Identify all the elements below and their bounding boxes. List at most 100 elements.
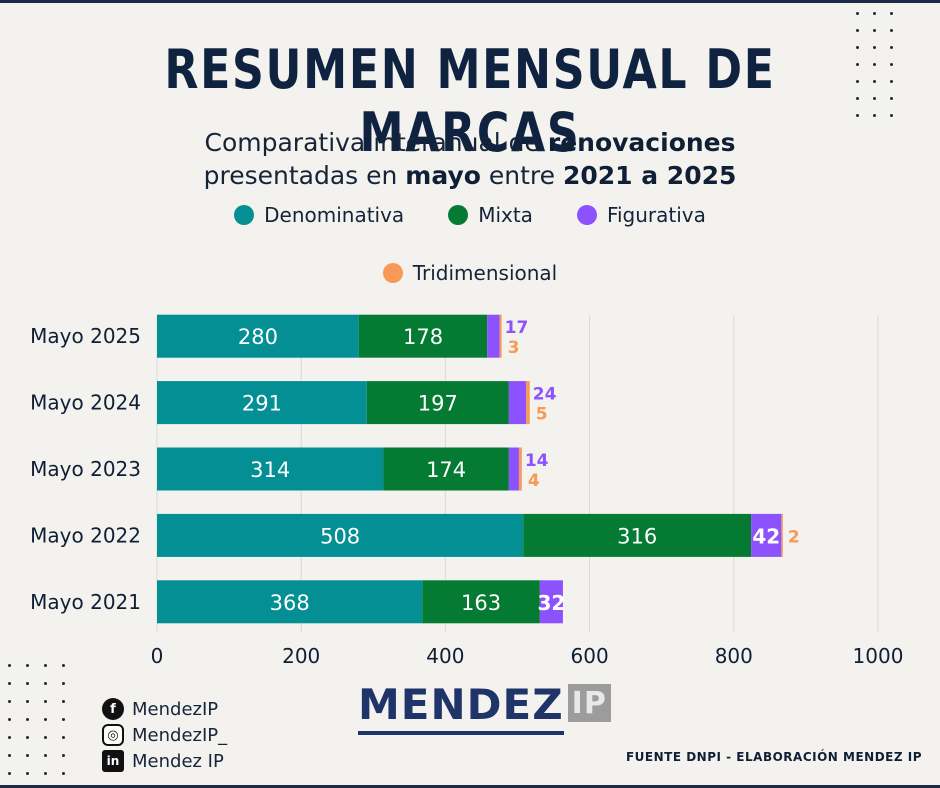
decorative-dot	[8, 736, 11, 739]
decorative-dot	[873, 80, 876, 83]
mendez-ip-logo: MENDEZ IP	[358, 680, 611, 735]
top-border	[0, 0, 940, 3]
social-facebook[interactable]: f MendezIP	[102, 696, 227, 722]
decorative-dot	[856, 97, 859, 100]
data-label: 17	[505, 318, 529, 338]
decorative-dot	[890, 63, 893, 66]
x-tick-label: 600	[571, 644, 609, 668]
decorative-dot	[890, 114, 893, 117]
y-category-label: Mayo 2025	[30, 324, 141, 348]
decorative-dot	[8, 682, 11, 685]
decorative-dot	[26, 736, 29, 739]
social-label: MendezIP	[132, 698, 219, 720]
x-tick-label: 1000	[853, 644, 904, 668]
data-label: 316	[617, 524, 657, 548]
decorative-dot	[873, 12, 876, 15]
legend-swatch-figurativa	[576, 205, 597, 225]
data-label: 291	[242, 392, 282, 416]
bar-segment-figurativa	[751, 513, 782, 557]
decorative-dot	[62, 772, 65, 775]
data-label: 163	[461, 591, 501, 615]
legend-item: Tridimensional	[382, 261, 558, 285]
decorative-dot	[856, 46, 859, 49]
bar-segment-denominativa	[157, 513, 524, 557]
decorative-dot	[26, 664, 29, 667]
decorative-dot	[8, 754, 11, 757]
bar-segment-mixta	[422, 580, 540, 624]
x-tick-label: 200	[282, 644, 320, 668]
data-label: 32	[537, 591, 565, 615]
decorative-dot	[26, 718, 29, 721]
legend-item: Mixta	[448, 203, 533, 227]
data-label: 3	[508, 338, 520, 358]
subtitle-text: presentadas en	[203, 161, 406, 190]
data-label: 42	[752, 524, 780, 548]
bar-segment-mixta	[358, 314, 488, 358]
decorative-dot	[62, 754, 65, 757]
decorative-dot	[44, 754, 47, 757]
social-label: MendezIP_	[132, 724, 228, 746]
subtitle-text: entre	[480, 161, 563, 190]
decorative-dot	[890, 12, 893, 15]
legend-item: Denominativa	[234, 203, 404, 227]
social-linkedin[interactable]: in Mendez IP	[102, 748, 227, 774]
page-title: RESUMEN MENSUAL DE MARCAS	[164, 38, 776, 164]
decorative-dot	[26, 700, 29, 703]
logo-suffix-box: IP	[567, 684, 611, 722]
decorative-dot	[62, 736, 65, 739]
bar-segment-tridimensional	[526, 381, 530, 425]
bar-segment-denominativa	[157, 381, 367, 425]
chart-legend-row-2: Tridimensional	[0, 261, 940, 285]
bar-segment-denominativa	[157, 447, 384, 491]
legend-swatch-tridimensional	[382, 263, 403, 283]
x-tick-label: 0	[151, 644, 164, 668]
decorative-dot	[26, 682, 29, 685]
decorative-dot	[873, 29, 876, 32]
decorative-dot	[62, 718, 65, 721]
data-label: 197	[418, 392, 458, 416]
linkedin-icon: in	[102, 750, 124, 772]
legend-swatch-mixta	[448, 205, 469, 225]
bar-segment-denominativa	[157, 580, 423, 624]
decorative-dot	[890, 97, 893, 100]
subtitle-emphasis: renovaciones	[547, 128, 736, 157]
decorative-dot	[44, 682, 47, 685]
bar-segment-figurativa	[508, 381, 527, 425]
legend-label: Figurativa	[606, 203, 706, 227]
decorative-dot	[890, 80, 893, 83]
facebook-icon: f	[102, 698, 124, 720]
source-note: FUENTE DNPI - ELABORACIÓN MENDEZ IP	[625, 750, 922, 764]
bar-segment-denominativa	[157, 314, 359, 358]
social-label: Mendez IP	[132, 750, 224, 772]
legend-label: Denominativa	[264, 203, 405, 227]
decorative-dot	[890, 46, 893, 49]
instagram-icon: ◎	[102, 724, 124, 746]
data-label: 280	[238, 325, 278, 349]
subtitle-emphasis: 2021 a 2025	[562, 161, 737, 190]
stacked-bar-chart: 0 200 400 600 800 1000 Mayo 2025 280 178 173 Mayo …	[30, 314, 904, 668]
decorative-dot	[44, 700, 47, 703]
logo-main-text: MENDEZ	[358, 680, 564, 735]
decorative-dot	[873, 97, 876, 100]
legend-label: Tridimensional	[412, 261, 558, 285]
bar-segment-figurativa	[487, 314, 500, 358]
bar-segment-figurativa	[539, 580, 563, 624]
data-label: 174	[426, 458, 466, 482]
bar-segment-mixta	[523, 513, 752, 557]
decorative-dot	[8, 664, 11, 667]
bar-segment-tridimensional	[781, 513, 783, 557]
decorative-dot	[62, 682, 65, 685]
legend-item: Figurativa	[576, 203, 706, 227]
x-tick-label: 800	[715, 644, 753, 668]
y-category-label: Mayo 2021	[30, 590, 141, 614]
decorative-dot	[26, 772, 29, 775]
decorative-dot	[44, 718, 47, 721]
bar-segment-figurativa	[508, 447, 519, 491]
decorative-dot	[26, 754, 29, 757]
data-label: 368	[270, 591, 310, 615]
social-instagram[interactable]: ◎ MendezIP_	[102, 722, 227, 748]
decorative-dot	[856, 12, 859, 15]
decorative-dot	[62, 664, 65, 667]
data-label: 178	[403, 325, 443, 349]
y-category-label: Mayo 2022	[30, 523, 141, 547]
